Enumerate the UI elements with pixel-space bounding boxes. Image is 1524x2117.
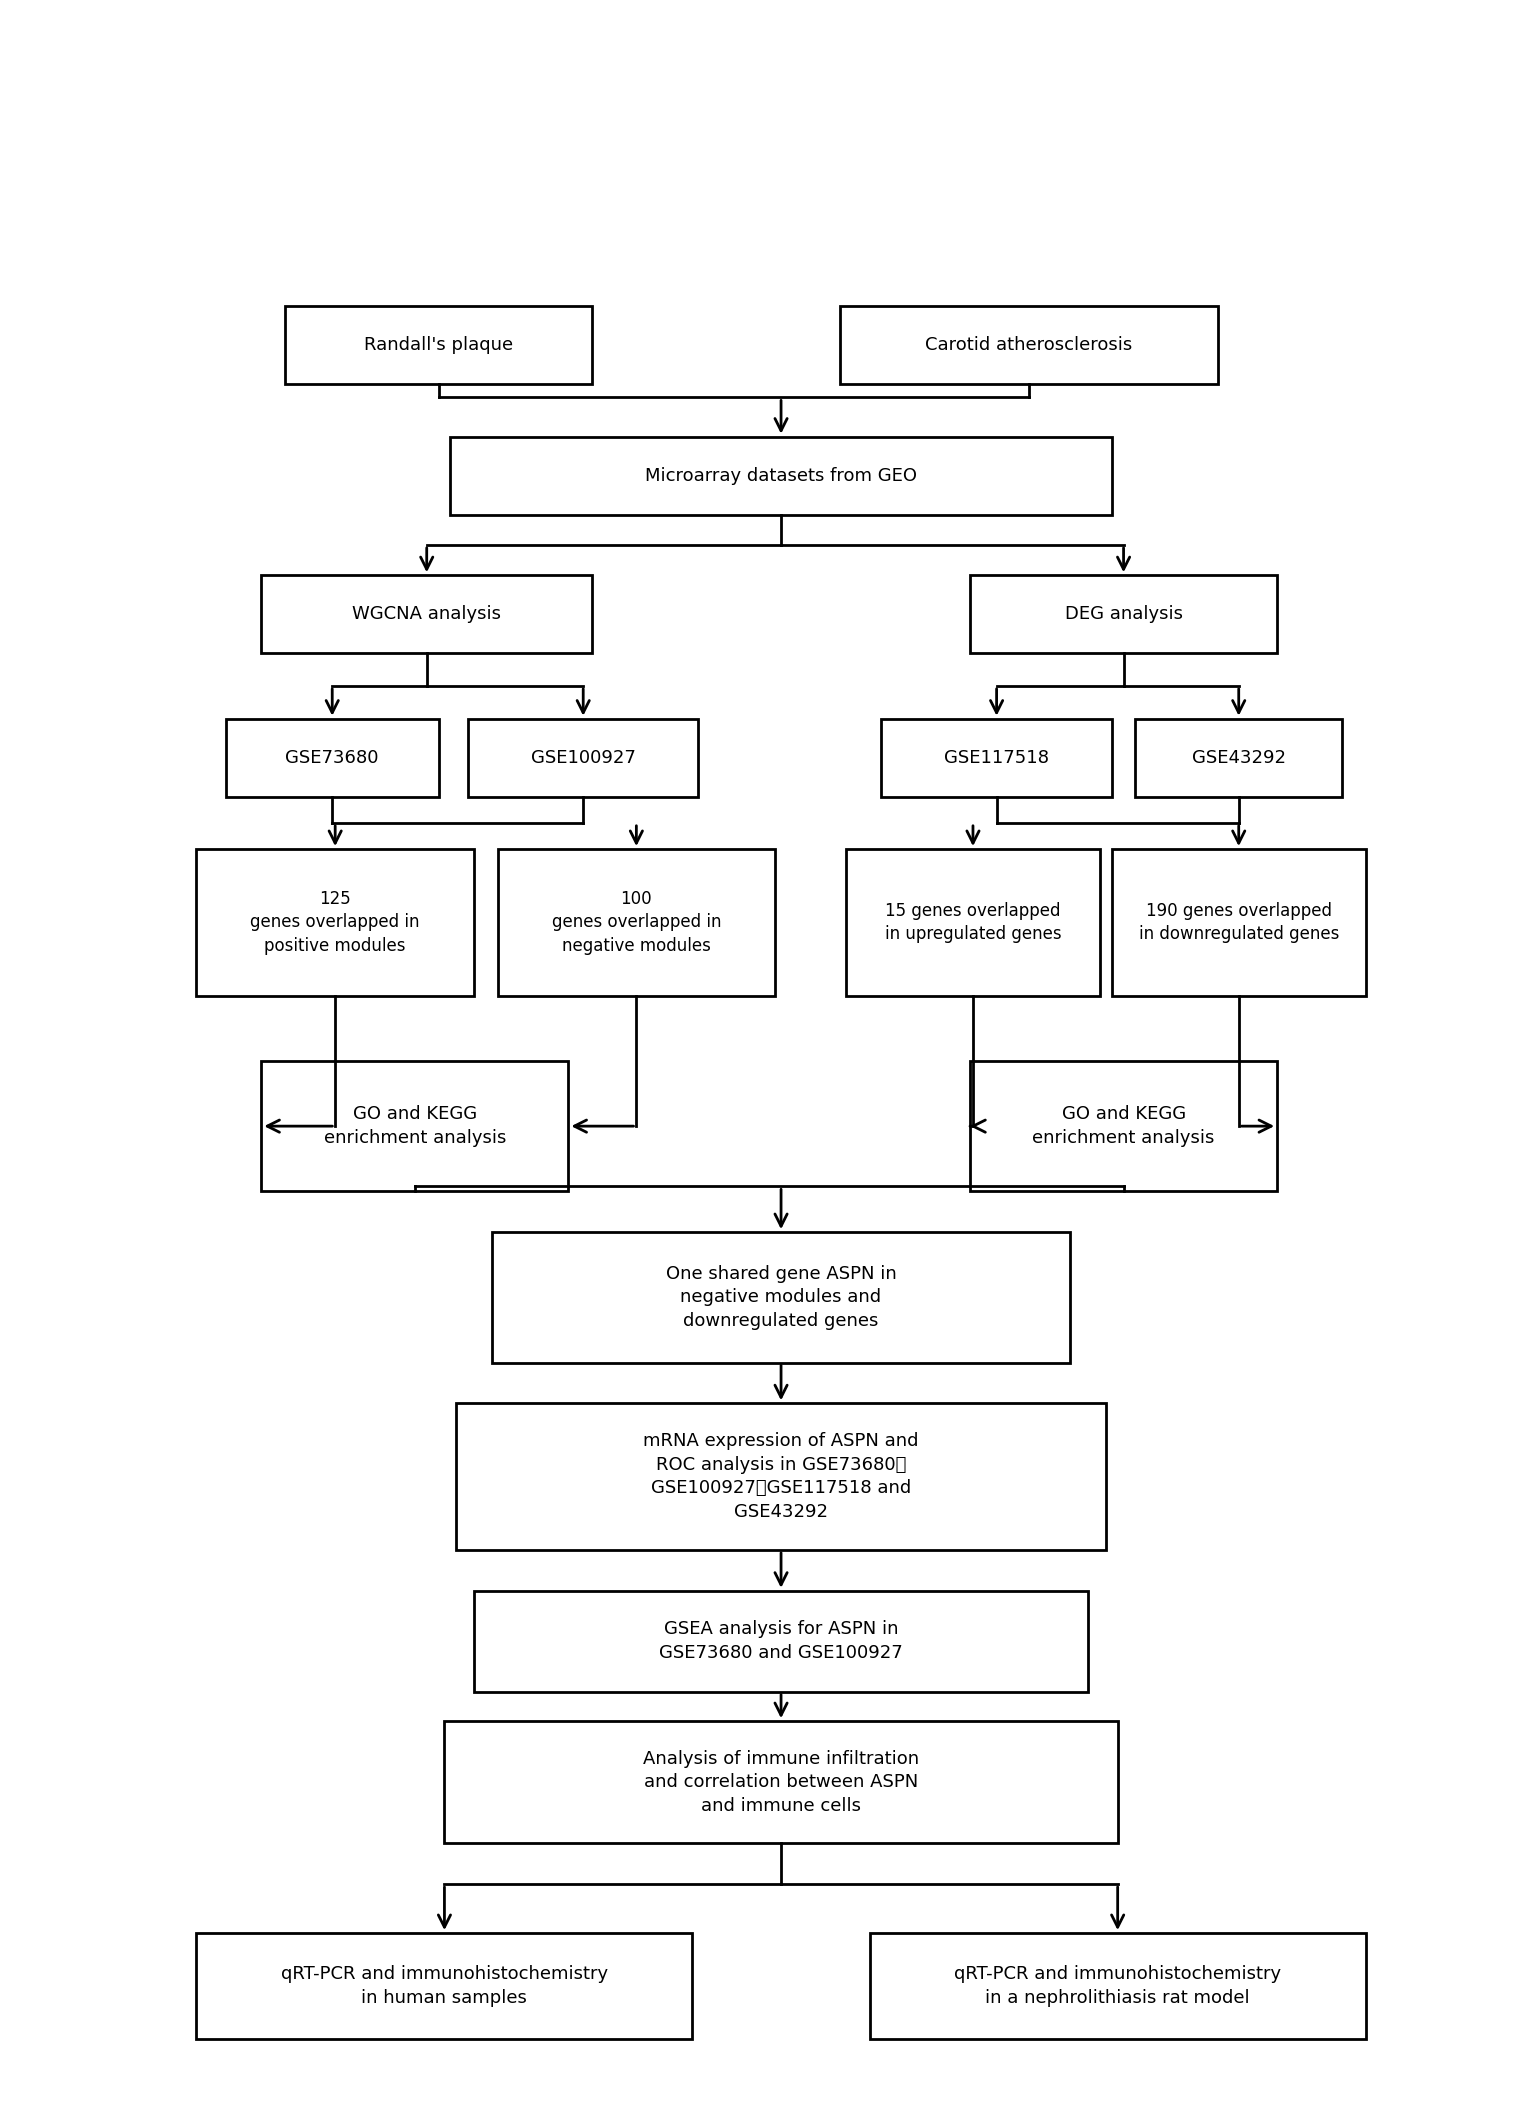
FancyBboxPatch shape — [197, 1933, 692, 2039]
FancyBboxPatch shape — [846, 849, 1100, 995]
FancyBboxPatch shape — [971, 1061, 1277, 1192]
FancyBboxPatch shape — [468, 718, 698, 796]
Text: WGCNA analysis: WGCNA analysis — [352, 605, 501, 622]
FancyBboxPatch shape — [197, 849, 474, 995]
Text: qRT-PCR and immunohistochemistry
in human samples: qRT-PCR and immunohistochemistry in huma… — [280, 1965, 608, 2007]
FancyBboxPatch shape — [1135, 718, 1343, 796]
FancyBboxPatch shape — [262, 1061, 568, 1192]
Text: Analysis of immune infiltration
and correlation between ASPN
and immune cells: Analysis of immune infiltration and corr… — [643, 1749, 919, 1814]
FancyBboxPatch shape — [285, 307, 593, 385]
FancyBboxPatch shape — [840, 307, 1218, 385]
Text: Carotid atherosclerosis: Carotid atherosclerosis — [925, 337, 1132, 354]
FancyBboxPatch shape — [451, 436, 1113, 514]
FancyBboxPatch shape — [971, 576, 1277, 654]
Text: GSE117518: GSE117518 — [943, 749, 1049, 766]
Text: GSEA analysis for ASPN in
GSE73680 and GSE100927: GSEA analysis for ASPN in GSE73680 and G… — [660, 1620, 902, 1662]
Text: GO and KEGG
enrichment analysis: GO and KEGG enrichment analysis — [1032, 1105, 1215, 1147]
Text: qRT-PCR and immunohistochemistry
in a nephrolithiasis rat model: qRT-PCR and immunohistochemistry in a ne… — [954, 1965, 1282, 2007]
Text: Microarray datasets from GEO: Microarray datasets from GEO — [645, 466, 917, 485]
FancyBboxPatch shape — [226, 718, 439, 796]
Text: 15 genes overlapped
in upregulated genes: 15 genes overlapped in upregulated genes — [884, 902, 1061, 944]
Text: Randall's plaque: Randall's plaque — [364, 337, 514, 354]
FancyBboxPatch shape — [881, 718, 1113, 796]
FancyBboxPatch shape — [262, 576, 593, 654]
Text: 190 genes overlapped
in downregulated genes: 190 genes overlapped in downregulated ge… — [1138, 902, 1340, 944]
Text: DEG analysis: DEG analysis — [1065, 605, 1183, 622]
Text: GSE43292: GSE43292 — [1192, 749, 1286, 766]
FancyBboxPatch shape — [498, 849, 776, 995]
Text: GO and KEGG
enrichment analysis: GO and KEGG enrichment analysis — [323, 1105, 506, 1147]
FancyBboxPatch shape — [492, 1232, 1070, 1363]
Text: 125
genes overlapped in
positive modules: 125 genes overlapped in positive modules — [250, 889, 421, 955]
Text: One shared gene ASPN in
negative modules and
downregulated genes: One shared gene ASPN in negative modules… — [666, 1264, 896, 1329]
Text: GSE100927: GSE100927 — [530, 749, 636, 766]
FancyBboxPatch shape — [1113, 849, 1366, 995]
FancyBboxPatch shape — [870, 1933, 1366, 2039]
FancyBboxPatch shape — [474, 1590, 1088, 1691]
FancyBboxPatch shape — [456, 1404, 1106, 1550]
Text: GSE73680: GSE73680 — [285, 749, 379, 766]
Text: mRNA expression of ASPN and
ROC analysis in GSE73680、
GSE100927、GSE117518 and
GS: mRNA expression of ASPN and ROC analysis… — [643, 1433, 919, 1520]
Text: 100
genes overlapped in
negative modules: 100 genes overlapped in negative modules — [552, 889, 721, 955]
FancyBboxPatch shape — [445, 1721, 1117, 1844]
